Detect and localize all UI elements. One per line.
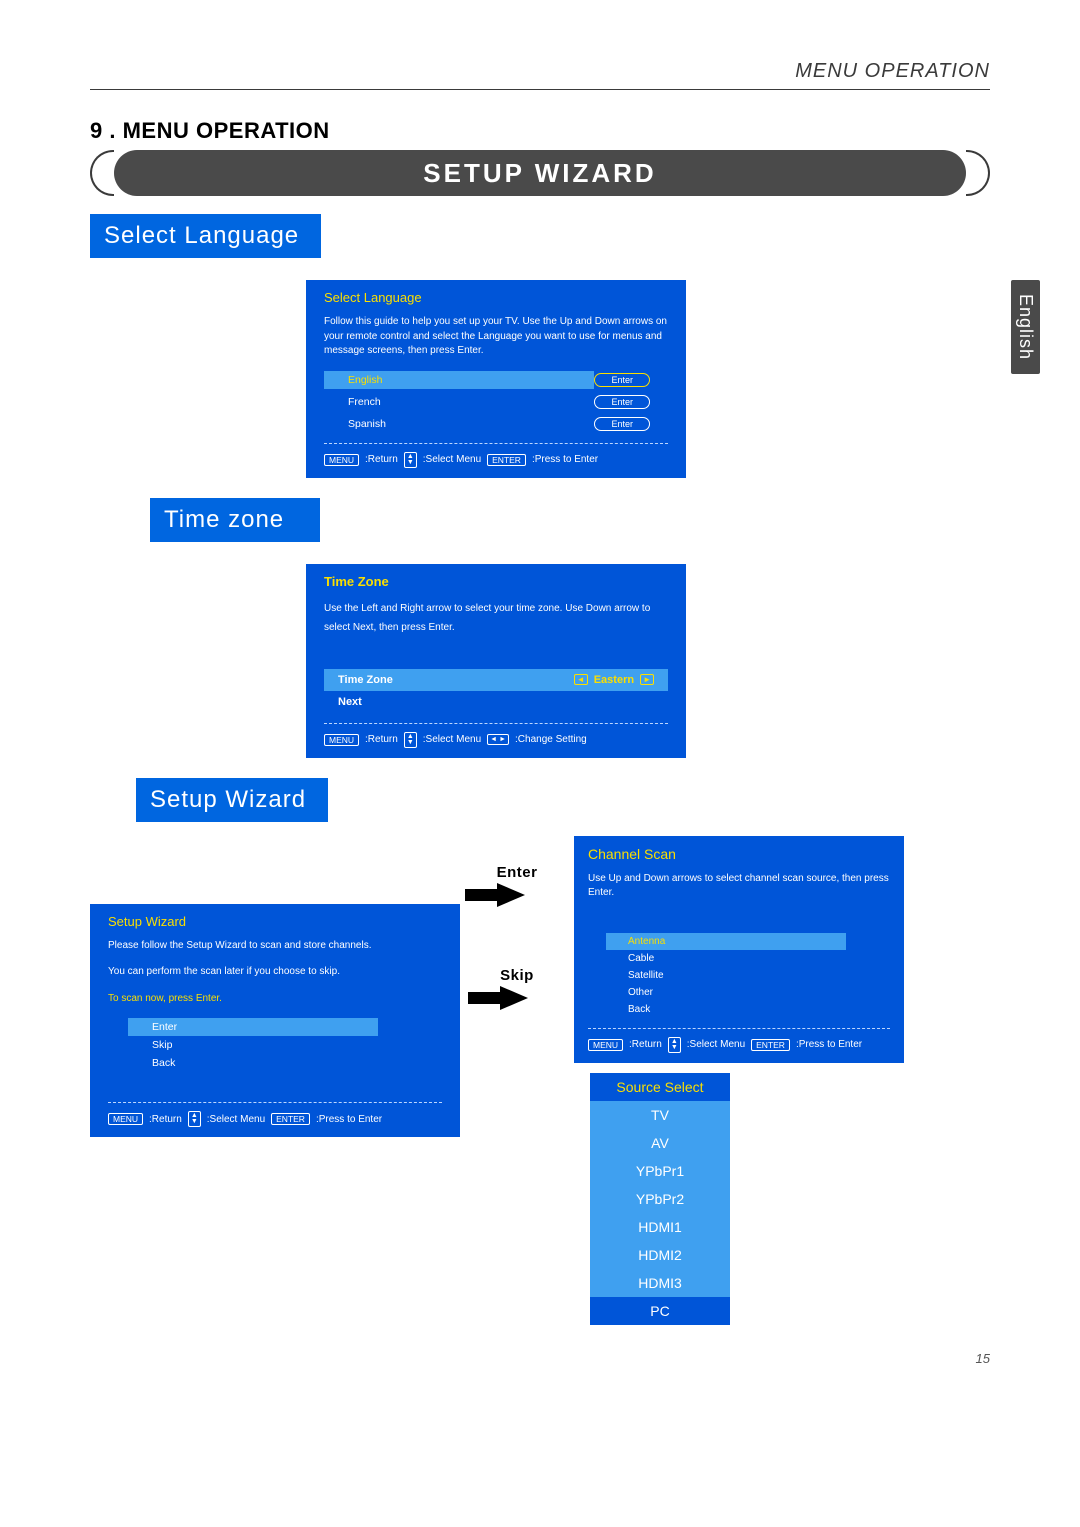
setup-wizard-text1: Please follow the Setup Wizard to scan a… [108, 939, 442, 954]
hint-menu: MENU [324, 454, 359, 466]
source-av[interactable]: AV [590, 1129, 730, 1157]
enter-button[interactable]: Enter [594, 395, 650, 409]
time-zone-row[interactable]: Time Zone ◄ Eastern ► [324, 669, 668, 691]
up-down-icon: ▲▼ [188, 1111, 201, 1127]
language-name: French [324, 393, 594, 411]
time-zone-value[interactable]: ◄ Eastern ► [574, 674, 654, 686]
section-title: MENU OPERATION [123, 118, 330, 143]
language-option-spanish[interactable]: Spanish Enter [324, 415, 668, 433]
hint-select: :Select Menu [423, 734, 481, 745]
arrow-skip-label: Skip [500, 967, 534, 984]
page-number: 15 [90, 1351, 990, 1366]
hint-menu: MENU [588, 1039, 623, 1051]
setup-wizard-text2: You can perform the scan later if you ch… [108, 965, 442, 980]
time-zone-label: Time zone [150, 498, 320, 542]
arrow-enter-label: Enter [497, 864, 538, 881]
hint-select: :Select Menu [207, 1114, 265, 1125]
hint-return: :Return [149, 1114, 182, 1125]
section-pill: SETUP WIZARD [90, 150, 990, 196]
source-select-panel: Source Select TV AV YPbPr1 YPbPr2 HDMI1 … [590, 1073, 730, 1325]
hint-enter: ENTER [487, 454, 526, 466]
source-select-title: Source Select [590, 1073, 730, 1101]
hint-select: :Select Menu [423, 454, 481, 465]
setup-option-skip[interactable]: Skip [128, 1036, 378, 1054]
time-zone-title: Time Zone [324, 574, 668, 589]
hint-press: :Press to Enter [532, 454, 598, 465]
setup-wizard-row: Setup Wizard Please follow the Setup Wiz… [90, 836, 990, 1325]
time-zone-next[interactable]: Next [324, 691, 668, 713]
arrow-right-icon [500, 986, 528, 1010]
hint-return: :Return [629, 1039, 662, 1050]
hint-change: :Change Setting [515, 734, 587, 745]
select-language-label: Select Language [90, 214, 321, 258]
hint-menu: MENU [324, 734, 359, 746]
time-zone-value-text: Eastern [594, 674, 634, 686]
time-zone-panel: Time Zone Use the Left and Right arrow t… [306, 564, 686, 758]
enter-button[interactable]: Enter [594, 373, 650, 387]
up-down-icon: ▲▼ [404, 452, 417, 468]
side-tab-language: English [1011, 280, 1040, 374]
arrow-skip: Skip [500, 967, 534, 1010]
channel-scan-panel: Channel Scan Use Up and Down arrows to s… [574, 836, 904, 1063]
hint-menu: MENU [108, 1113, 143, 1125]
arrows-column: Enter Skip [472, 836, 562, 1010]
arrow-enter: Enter [497, 864, 538, 907]
hint-return: :Return [365, 734, 398, 745]
setup-wizard-hints: MENU :Return ▲▼ :Select Menu ENTER :Pres… [108, 1111, 442, 1127]
right-column: Channel Scan Use Up and Down arrows to s… [574, 836, 904, 1325]
pill-title: SETUP WIZARD [114, 150, 966, 196]
left-right-icon: ◄► [487, 734, 509, 745]
source-pc[interactable]: PC [590, 1297, 730, 1325]
time-zone-row-label: Time Zone [338, 674, 393, 686]
hint-press: :Press to Enter [316, 1114, 382, 1125]
select-language-panel: Select Language Follow this guide to hel… [306, 280, 686, 478]
language-options: English Enter French Enter Spanish Enter [324, 371, 668, 433]
hint-select: :Select Menu [687, 1039, 745, 1050]
channel-option-other[interactable]: Other [606, 984, 846, 1001]
select-language-hints: MENU :Return ▲▼ :Select Menu ENTER :Pres… [324, 452, 668, 468]
channel-scan-hints: MENU :Return ▲▼ :Select Menu ENTER :Pres… [588, 1037, 890, 1053]
setup-option-back[interactable]: Back [128, 1054, 378, 1072]
time-zone-hints: MENU :Return ▲▼ :Select Menu ◄► :Change … [324, 732, 668, 748]
hint-enter: ENTER [271, 1113, 310, 1125]
setup-wizard-title: Setup Wizard [108, 914, 442, 929]
language-name: English [324, 371, 594, 389]
up-down-icon: ▲▼ [668, 1037, 681, 1053]
section-number: 9 . MENU OPERATION [90, 118, 990, 144]
source-ypbpr1[interactable]: YPbPr1 [590, 1157, 730, 1185]
arrow-right-icon [497, 883, 525, 907]
next-label: Next [338, 696, 362, 708]
right-icon[interactable]: ► [640, 674, 654, 685]
source-tv[interactable]: TV [590, 1101, 730, 1129]
hint-enter: ENTER [751, 1039, 790, 1051]
language-option-english[interactable]: English Enter [324, 371, 668, 389]
language-option-french[interactable]: French Enter [324, 393, 668, 411]
channel-option-antenna[interactable]: Antenna [606, 933, 846, 950]
setup-wizard-label: Setup Wizard [136, 778, 328, 822]
setup-wizard-text3: To scan now, press Enter. [108, 992, 442, 1007]
channel-option-cable[interactable]: Cable [606, 950, 846, 967]
up-down-icon: ▲▼ [404, 732, 417, 748]
source-hdmi2[interactable]: HDMI2 [590, 1241, 730, 1269]
source-hdmi1[interactable]: HDMI1 [590, 1213, 730, 1241]
hint-press: :Press to Enter [796, 1039, 862, 1050]
time-zone-text: Use the Left and Right arrow to select y… [324, 599, 668, 637]
channel-scan-title: Channel Scan [588, 846, 890, 862]
page-header: MENU OPERATION [90, 60, 990, 90]
select-language-text: Follow this guide to help you set up you… [324, 315, 668, 359]
source-hdmi3[interactable]: HDMI3 [590, 1269, 730, 1297]
language-name: Spanish [324, 415, 594, 433]
setup-option-enter[interactable]: Enter [128, 1018, 378, 1036]
section-number-value: 9 [90, 118, 103, 143]
channel-scan-text: Use Up and Down arrows to select channel… [588, 872, 890, 901]
channel-option-back[interactable]: Back [606, 1001, 846, 1018]
channel-option-satellite[interactable]: Satellite [606, 967, 846, 984]
select-language-title: Select Language [324, 290, 668, 305]
setup-wizard-panel: Setup Wizard Please follow the Setup Wiz… [90, 904, 460, 1138]
hint-return: :Return [365, 454, 398, 465]
enter-button[interactable]: Enter [594, 417, 650, 431]
left-icon[interactable]: ◄ [574, 674, 588, 685]
source-ypbpr2[interactable]: YPbPr2 [590, 1185, 730, 1213]
